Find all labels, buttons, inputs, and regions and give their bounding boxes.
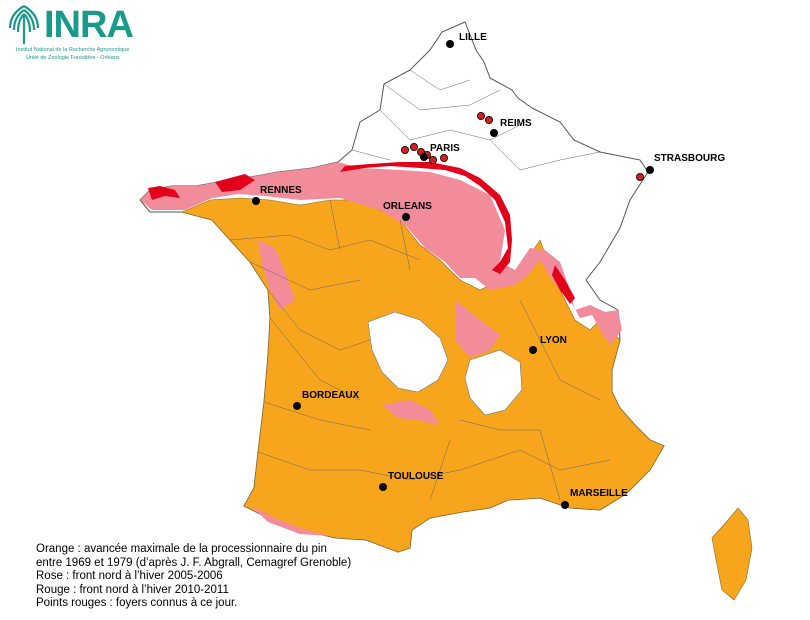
city-dot-paris <box>420 153 428 161</box>
zone-pink-2005-2006 <box>140 162 622 536</box>
city-dot-orleans <box>402 213 410 221</box>
city-label-paris: PARIS <box>430 143 460 154</box>
legend-line-pink: Rose : front nord à l’hiver 2005-2006 <box>36 570 223 583</box>
inra-logo: INRA Institut National de la Recherche A… <box>4 4 144 64</box>
city-label-reims: REIMS <box>500 118 532 129</box>
inra-emblem-icon <box>8 5 40 44</box>
city-label-bordeaux: BORDEAUX <box>302 390 360 401</box>
city-label-orleans: ORLEANS <box>383 201 432 212</box>
city-dot-toulouse <box>379 483 387 491</box>
white-uncolonized-areas <box>367 311 523 416</box>
city-dot-rennes <box>252 197 260 205</box>
legend-line-red: Rouge : front nord à l’hiver 2010-2011 <box>36 583 229 596</box>
logo-subtitle-unit: Unité de Zoologie Forestière - Orléans <box>26 55 120 61</box>
city-dot-bordeaux <box>293 402 301 410</box>
city-dot-marseille <box>561 501 569 509</box>
map-legend: Orange : avancée maximale de la processi… <box>36 543 351 611</box>
outbreak-dot <box>636 172 645 181</box>
outbreak-dot <box>409 142 418 151</box>
city-dot-lyon <box>529 346 537 354</box>
logo-subtitle-institute: Institut National de la Recherche Agrono… <box>16 47 130 53</box>
known-outbreaks <box>400 112 645 181</box>
city-label-lyon: LYON <box>540 335 567 346</box>
zone-red-2010-2011 <box>148 162 575 304</box>
outbreak-dot <box>400 145 409 154</box>
legend-line-dots: Points rouges : foyers connus à ce jour. <box>36 597 238 610</box>
legend-line-orange: Orange : avancée maximale de la processi… <box>36 543 327 555</box>
corsica <box>711 507 753 601</box>
outbreak-dot <box>484 116 493 125</box>
department-borders <box>229 69 611 501</box>
city-dot-strasbourg <box>646 166 654 174</box>
city-label-toulouse: TOULOUSE <box>388 471 444 482</box>
outbreak-dot <box>428 155 437 164</box>
city-label-strasbourg: STRASBOURG <box>654 153 726 164</box>
city-label-lille: LILLE <box>459 32 487 43</box>
city-label-rennes: RENNES <box>260 185 302 196</box>
city-dot-lille <box>446 40 454 48</box>
city-label-marseille: MARSEILLE <box>570 488 628 499</box>
logo-wordmark: INRA <box>44 4 134 46</box>
outbreak-dot <box>439 153 448 162</box>
legend-line-orange-source: entre 1969 et 1979 (d’après J. F. Abgral… <box>36 556 352 569</box>
city-markers <box>252 40 654 509</box>
city-dot-reims <box>490 129 498 137</box>
outbreak-dot <box>476 112 485 121</box>
